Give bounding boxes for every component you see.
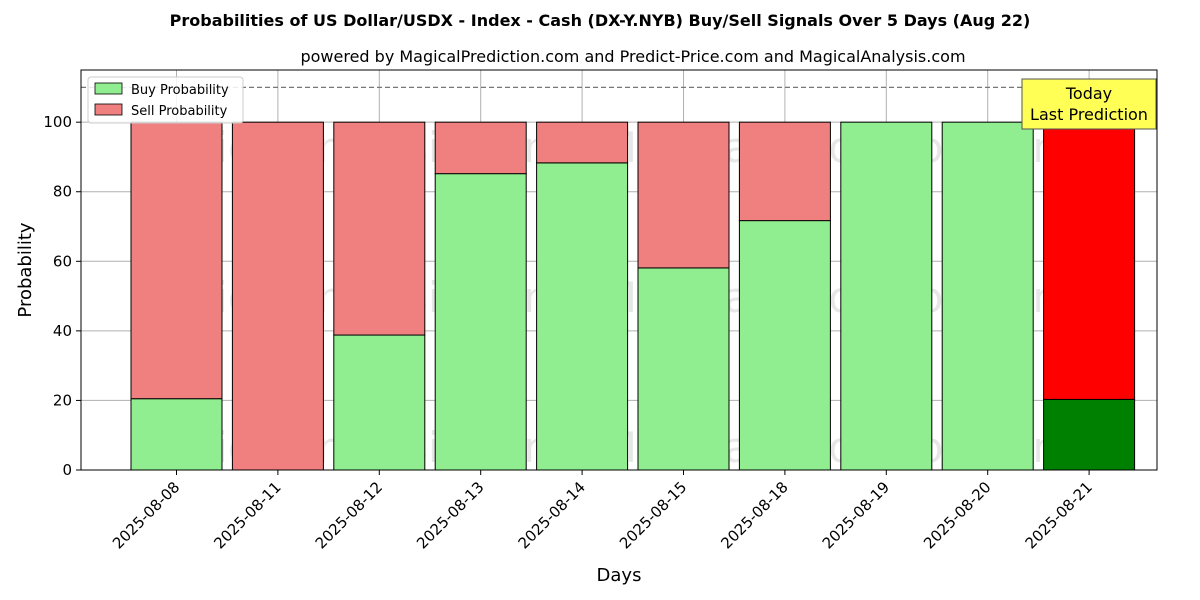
annotation-box: [1021, 78, 1157, 130]
bar-sell-2025-08-12: [333, 121, 426, 336]
annotation-line-1: Today: [1065, 84, 1112, 103]
bar-buy-2025-08-12: [333, 334, 426, 471]
y-tick-label: 100: [43, 113, 72, 131]
bar-buy-2025-08-08: [130, 398, 223, 471]
x-axis-label: Days: [597, 565, 642, 586]
bar-sell-2025-08-14: [536, 121, 629, 164]
y-axis-label: Probability: [15, 222, 36, 317]
legend-sell-label: Sell Probability: [131, 104, 228, 119]
annotation-line-2: Last Prediction: [1030, 105, 1148, 124]
y-axis-ticks: 0 20 40 60 80 100: [43, 113, 81, 479]
legend-buy-swatch: [94, 82, 123, 95]
y-tick-label: 40: [53, 322, 72, 340]
x-tick-label: 2025-08-15: [616, 478, 690, 552]
x-tick-label: 2025-08-14: [515, 478, 589, 552]
legend-sell-swatch: [94, 103, 123, 116]
bar-buy-2025-08-18: [738, 220, 831, 471]
x-tick-label: 2025-08-08: [109, 478, 183, 552]
today-annotation: Today Last Prediction: [1021, 78, 1157, 130]
y-tick-label: 80: [53, 183, 72, 201]
bar-buy-2025-08-20: [941, 121, 1034, 471]
legend: Buy Probability Sell Probability: [87, 76, 244, 124]
bar-buy-2025-08-14: [536, 162, 629, 471]
bar-sell-2025-08-11: [231, 121, 324, 471]
x-tick-label: 2025-08-21: [1022, 478, 1096, 552]
bar-buy-2025-08-13: [434, 173, 527, 471]
bar-buy-2025-08-19: [840, 121, 933, 471]
y-tick-label: 0: [62, 461, 72, 479]
x-tick-label: 2025-08-11: [210, 478, 284, 552]
bar-sell-2025-08-18: [738, 121, 831, 222]
legend-box: [87, 76, 244, 124]
y-tick-label: 60: [53, 252, 72, 270]
bar-sell-2025-08-13: [434, 121, 527, 175]
bar-buy-2025-08-21: [1043, 398, 1136, 471]
x-tick-label: 2025-08-13: [413, 478, 487, 552]
bar-sell-2025-08-08: [130, 121, 223, 400]
x-axis-ticks: 2025-08-08 2025-08-11 2025-08-12 2025-08-13…: [109, 470, 1096, 552]
y-tick-label: 20: [53, 391, 72, 409]
x-tick-label: 2025-08-19: [819, 478, 893, 552]
legend-buy-label: Buy Probability: [131, 83, 229, 98]
bars: [130, 121, 1136, 471]
x-tick-label: 2025-08-18: [717, 478, 791, 552]
chart-subtitle: powered by MagicalPrediction.com and Pre…: [300, 47, 965, 66]
plot-frame: [80, 69, 1158, 471]
x-tick-label: 2025-08-20: [920, 478, 994, 552]
bar-sell-2025-08-15: [637, 121, 730, 269]
bar-sell-2025-08-21: [1043, 121, 1136, 400]
chart-title: Probabilities of US Dollar/USDX - Index …: [170, 11, 1031, 30]
bar-buy-2025-08-15: [637, 267, 730, 471]
x-tick-label: 2025-08-12: [312, 478, 386, 552]
